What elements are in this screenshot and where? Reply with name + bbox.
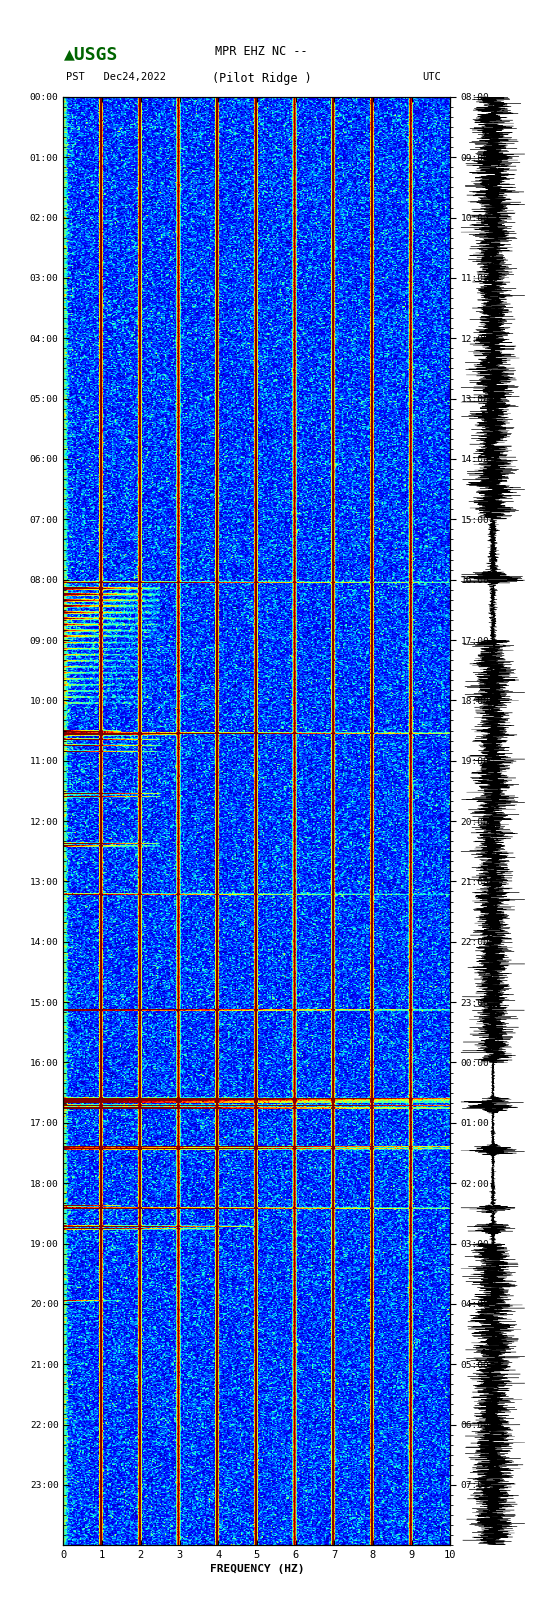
Text: UTC: UTC bbox=[422, 73, 441, 82]
Text: ▲USGS: ▲USGS bbox=[63, 45, 118, 63]
Text: (Pilot Ridge ): (Pilot Ridge ) bbox=[212, 73, 311, 85]
Text: PST   Dec24,2022: PST Dec24,2022 bbox=[66, 73, 166, 82]
Text: MPR EHZ NC --: MPR EHZ NC -- bbox=[215, 45, 308, 58]
X-axis label: FREQUENCY (HZ): FREQUENCY (HZ) bbox=[210, 1565, 304, 1574]
